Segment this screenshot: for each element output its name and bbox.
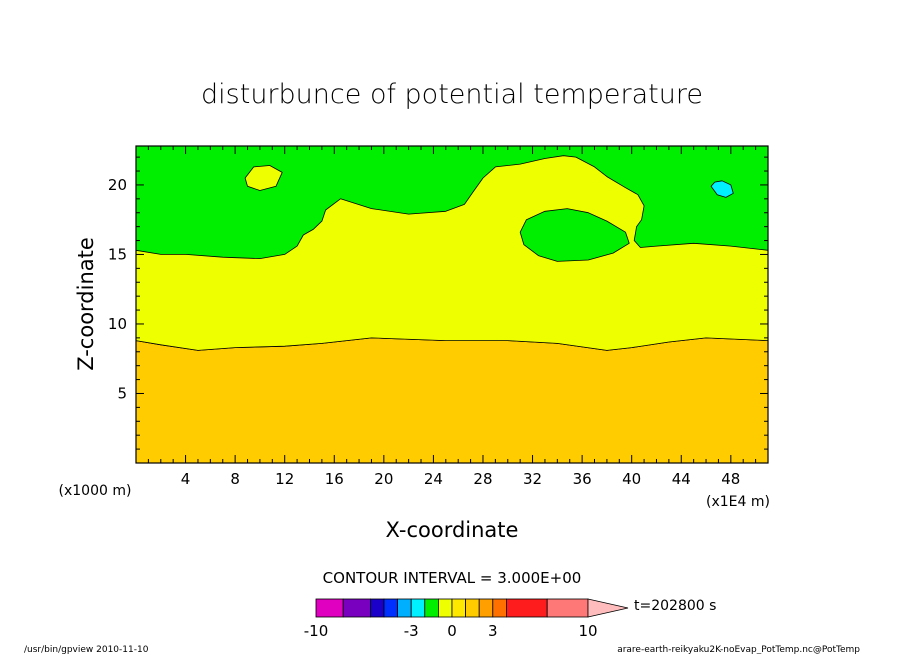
x-tick-label: 4 <box>181 470 191 488</box>
footer-left: /usr/bin/gpview 2010-11-10 <box>24 645 149 654</box>
colorbar: -10 -3 0 3 10 <box>304 598 629 640</box>
colorbar-bin <box>478 598 494 618</box>
colorbar-bin <box>397 598 412 618</box>
x-tick-label: 44 <box>672 470 691 488</box>
colorbar-bin <box>342 598 371 618</box>
x-axis-label: X-coordinate <box>386 518 519 542</box>
y-tick-label: 10 <box>108 315 127 333</box>
colorbar-bin <box>369 598 385 618</box>
x-unit-right: (x1E4 m) <box>706 494 770 510</box>
x-tick-label: 28 <box>473 470 492 488</box>
y-tick-label: 20 <box>108 176 127 194</box>
x-unit-left: (x1000 m) <box>59 483 132 499</box>
colorbar-tick-label: -10 <box>304 622 329 640</box>
y-axis-ticks: 5 10 15 20 <box>108 156 768 450</box>
colorbar-bin <box>505 598 548 618</box>
colorbar-tick-label: 10 <box>578 622 597 640</box>
contour-interval-text: CONTOUR INTERVAL = 3.000E+00 <box>323 569 582 587</box>
region-orange-lower <box>135 337 769 464</box>
colorbar-bin <box>465 598 480 618</box>
colorbar-bin <box>424 598 439 618</box>
x-tick-label: 8 <box>230 470 240 488</box>
y-axis-label: Z-coordinate <box>74 237 98 371</box>
time-label: t=202800 s <box>634 598 716 614</box>
footer-right: arare-earth-reikyaku2K-noEvap_PotTemp.nc… <box>617 645 860 654</box>
colorbar-bin <box>315 598 344 618</box>
x-tick-label: 20 <box>374 470 393 488</box>
colorbar-overflow-arrow <box>587 598 629 618</box>
region-yellow-middle <box>135 155 769 351</box>
colorbar-bin <box>546 598 589 618</box>
x-tick-label: 16 <box>325 470 344 488</box>
x-tick-label: 40 <box>622 470 641 488</box>
colorbar-bin <box>492 598 507 618</box>
colorbar-bin <box>451 598 467 618</box>
plot-frame <box>135 145 769 464</box>
x-axis-ticks: 4 8 12 16 20 24 28 32 36 40 44 48 <box>147 146 757 488</box>
x-tick-label: 32 <box>523 470 542 488</box>
colorbar-bin <box>437 598 453 618</box>
y-tick-label: 5 <box>117 384 127 402</box>
colorbar-bin <box>410 598 426 618</box>
region-yellow-island <box>244 165 283 191</box>
x-tick-label: 48 <box>721 470 740 488</box>
colorbar-tick-label: 3 <box>488 622 498 640</box>
x-tick-label: 12 <box>275 470 294 488</box>
y-tick-label: 15 <box>108 245 127 263</box>
region-green-pocket <box>519 208 630 262</box>
colorbar-bin <box>383 598 399 618</box>
region-cyan-island <box>710 180 734 198</box>
chart-title: disturbunce of potential temperature <box>201 79 703 110</box>
colorbar-tick-label: 0 <box>447 622 457 640</box>
x-tick-label: 24 <box>424 470 443 488</box>
colorbar-tick-label: -3 <box>404 622 419 640</box>
plot-area <box>135 145 769 464</box>
x-tick-label: 36 <box>573 470 592 488</box>
